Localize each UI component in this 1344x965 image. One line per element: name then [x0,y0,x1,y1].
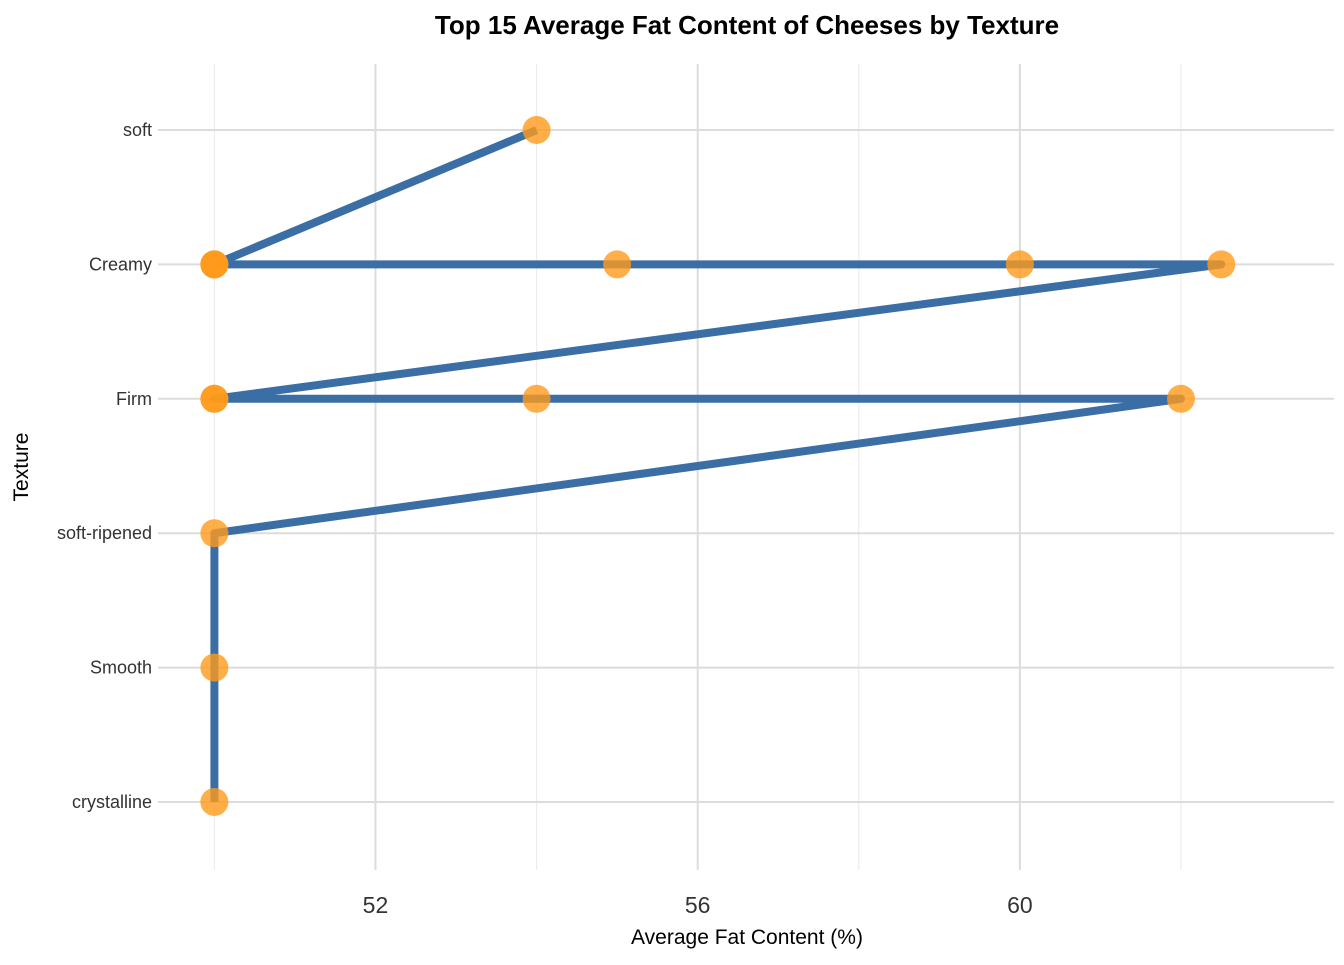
data-point [200,519,229,548]
series-line [210,126,1226,802]
chart-title: Top 15 Average Fat Content of Cheeses by… [435,10,1059,40]
y-tick-label: soft [123,120,152,140]
data-point [603,250,632,279]
grid-layer [158,64,1334,870]
data-point [522,116,551,144]
data-point [200,250,229,279]
y-tick-label: crystalline [72,792,152,812]
data-point [522,384,551,413]
data-point [1207,250,1236,279]
point-layer [200,116,1236,816]
y-tick-labels: crystalline Smooth soft-ripened Firm Creamy s… [57,120,152,812]
y-tick-label: soft-ripened [57,523,152,543]
x-axis-title: Average Fat Content (%) [631,926,863,949]
data-point [200,384,229,413]
data-point [1166,384,1195,413]
x-tick-labels: 52 56 60 [363,892,1033,918]
line-layer [210,126,1226,802]
x-tick-label: 60 [1007,892,1033,918]
y-tick-label: Firm [116,389,152,409]
y-axis-title: Texture [10,433,33,502]
data-point [200,788,229,816]
data-point [1005,250,1034,279]
y-tick-label: Smooth [90,658,152,678]
data-point [200,653,229,682]
x-tick-label: 56 [685,892,711,918]
x-tick-label: 52 [363,892,389,918]
y-tick-label: Creamy [89,254,152,274]
